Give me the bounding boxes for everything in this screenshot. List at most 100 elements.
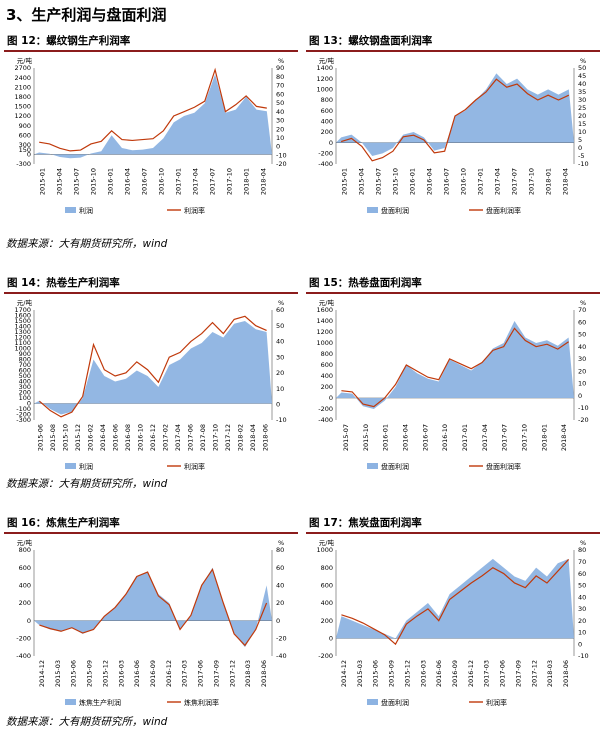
x-tick-label: 2017-10 [226, 168, 234, 195]
profit-area [34, 321, 272, 415]
x-tick-label: 2015-01 [341, 168, 349, 195]
y-tick-label: 1500 [14, 103, 31, 111]
y2-tick-label: 25 [578, 104, 586, 112]
y2-tick-label: 40 [276, 338, 284, 346]
chart-canvas: 元/吨 %-30001503006009001200150018002100240… [14, 56, 286, 215]
y2-axis-unit: % [580, 57, 586, 65]
y2-axis-unit: % [278, 539, 284, 547]
y-tick-label: 1800 [14, 93, 31, 101]
x-tick-label: 2016-06 [435, 660, 443, 687]
y-tick-label: -200 [16, 635, 31, 643]
x-tick-label: 2016-10 [158, 168, 166, 195]
y2-tick-label: 40 [276, 582, 284, 590]
x-tick-label: 2016-04 [99, 424, 107, 451]
x-tick-label: 2017-04 [192, 168, 200, 195]
y-tick-label: 800 [19, 546, 31, 554]
y2-tick-label: 30 [578, 355, 586, 363]
chart-title-bar: 图 15：热卷盘面利润率 [306, 276, 600, 294]
chart-panel-fig15: 图 15：热卷盘面利润率 元/吨% -400 -200 0 200 400 600 800 10… [306, 276, 600, 471]
y-tick-label: 400 [321, 599, 333, 607]
x-tick-label: 2015-07 [73, 168, 81, 195]
x-tick-label: 2016-12 [467, 660, 475, 687]
x-tick-label: 2015-10 [61, 424, 69, 451]
y2-tick-label: 10 [578, 128, 586, 136]
y2-tick-label: 0 [578, 640, 582, 648]
x-tick-label: 2015-12 [74, 424, 82, 451]
profit-rate-line [39, 67, 267, 152]
y-axis-unit: 元/吨 [17, 298, 33, 307]
source-note: 数据来源：大有期货研究所，wind [6, 716, 168, 728]
y2-tick-label: -20 [276, 635, 287, 643]
y-tick-label: 1300 [14, 328, 31, 336]
legend-label: 盘面利润 [381, 462, 409, 471]
y2-tick-label: 0 [276, 143, 280, 151]
y-tick-label: 1400 [316, 64, 333, 72]
y2-tick-label: 15 [578, 120, 586, 128]
y2-axis-unit: % [580, 539, 586, 547]
y-tick-label: 0 [27, 617, 31, 625]
x-tick-label: 2016-07 [421, 424, 429, 451]
y-tick-label: -200 [318, 652, 333, 660]
y2-tick-label: -5 [578, 152, 584, 160]
y-tick-label: 200 [321, 383, 333, 391]
y-tick-label: 1000 [316, 86, 333, 94]
x-tick-label: 2016-10 [136, 424, 144, 451]
profit-rate-line [340, 78, 570, 162]
chart-title: 图 17：焦炭盘面利润率 [309, 517, 422, 529]
y-tick-label: 0 [329, 394, 333, 402]
y2-tick-label: 0 [578, 144, 582, 152]
legend-label: 炼焦生产利润 [79, 698, 121, 707]
y-tick-label: 1200 [316, 328, 333, 336]
y2-tick-label: 60 [276, 306, 284, 314]
y-tick-label: 400 [19, 582, 31, 590]
x-tick-label: 2016-06 [133, 660, 141, 687]
x-tick-label: 2017-06 [499, 660, 507, 687]
y2-tick-label: 10 [276, 134, 284, 142]
x-tick-label: 2015-01 [39, 168, 47, 195]
x-tick-label: 2015-09 [388, 660, 396, 687]
profit-rate-line [341, 327, 569, 408]
y2-tick-label: 60 [276, 90, 284, 98]
y2-tick-label: 30 [276, 353, 284, 361]
y2-tick-label: 60 [578, 318, 586, 326]
y-tick-label: 100 [19, 394, 31, 402]
x-tick-label: 2017-10 [520, 424, 528, 451]
y2-tick-label: 20 [578, 367, 586, 375]
chart-canvas: 元/吨 %-400-2000200400600800100012001400-10… [316, 56, 588, 215]
y2-axis-unit: % [580, 299, 586, 307]
y-tick-label: 200 [19, 389, 31, 397]
y-tick-label: 200 [19, 599, 31, 607]
x-tick-label: 2018-03 [546, 660, 554, 687]
y-tick-label: 400 [321, 372, 333, 380]
y-tick-label: 600 [19, 131, 31, 139]
y2-tick-label: 10 [578, 629, 586, 637]
y2-tick-label: 90 [276, 64, 284, 72]
y2-tick-label: 40 [578, 343, 586, 351]
y2-tick-label: 45 [578, 72, 586, 80]
legend-label: 利润率 [486, 698, 507, 707]
legend-swatch-bar [65, 463, 76, 469]
y-tick-label: -400 [318, 416, 333, 424]
chart-title-bar: 图 17：焦炭盘面利润率 [306, 516, 600, 534]
y-tick-label: 900 [19, 350, 31, 358]
y2-tick-label: 10 [578, 380, 586, 388]
x-tick-label: 2018-03 [244, 660, 252, 687]
profit-area [336, 73, 574, 156]
x-tick-label: 2015-10 [90, 168, 98, 195]
y2-tick-label: 0 [276, 617, 280, 625]
x-tick-label: 2016-07 [443, 168, 451, 195]
profit-area [34, 74, 272, 159]
y-tick-label: 1200 [14, 334, 31, 342]
profit-rate-line [39, 568, 268, 647]
y-tick-label: 1600 [14, 312, 31, 320]
x-tick-label: 2018-06 [260, 660, 268, 687]
y2-tick-label: -10 [276, 416, 287, 424]
y-tick-label: 0 [329, 139, 333, 147]
y2-tick-label: 40 [578, 80, 586, 88]
y-tick-label: 200 [321, 617, 333, 625]
y2-tick-label: -10 [578, 404, 589, 412]
profit-area [336, 321, 574, 409]
x-tick-label: 2017-10 [528, 168, 536, 195]
x-tick-label: 2015-06 [372, 660, 380, 687]
y-tick-label: 400 [19, 378, 31, 386]
